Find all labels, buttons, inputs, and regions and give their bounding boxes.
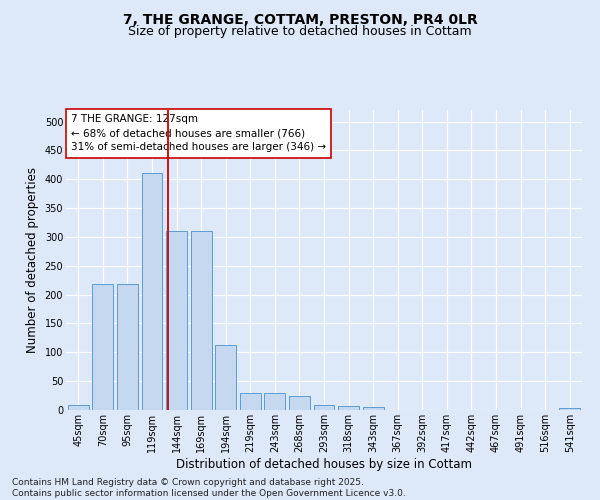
Text: 7 THE GRANGE: 127sqm
← 68% of detached houses are smaller (766)
31% of semi-deta: 7 THE GRANGE: 127sqm ← 68% of detached h… (71, 114, 326, 152)
Bar (265, 394, 286, 410)
Bar (314, 406, 334, 410)
Bar (117, 284, 138, 410)
Bar (559, 408, 580, 410)
Bar (215, 345, 236, 410)
Bar (166, 230, 187, 410)
Bar (191, 230, 212, 410)
Bar (142, 173, 163, 410)
Bar (289, 396, 310, 410)
X-axis label: Distribution of detached houses by size in Cottam: Distribution of detached houses by size … (176, 458, 472, 470)
Bar (338, 406, 359, 410)
Bar (362, 407, 383, 410)
Text: Contains HM Land Registry data © Crown copyright and database right 2025.
Contai: Contains HM Land Registry data © Crown c… (12, 478, 406, 498)
Bar (68, 405, 89, 410)
Bar (240, 392, 261, 410)
Bar (92, 284, 113, 410)
Text: Size of property relative to detached houses in Cottam: Size of property relative to detached ho… (128, 25, 472, 38)
Text: 7, THE GRANGE, COTTAM, PRESTON, PR4 0LR: 7, THE GRANGE, COTTAM, PRESTON, PR4 0LR (122, 12, 478, 26)
Y-axis label: Number of detached properties: Number of detached properties (26, 167, 39, 353)
